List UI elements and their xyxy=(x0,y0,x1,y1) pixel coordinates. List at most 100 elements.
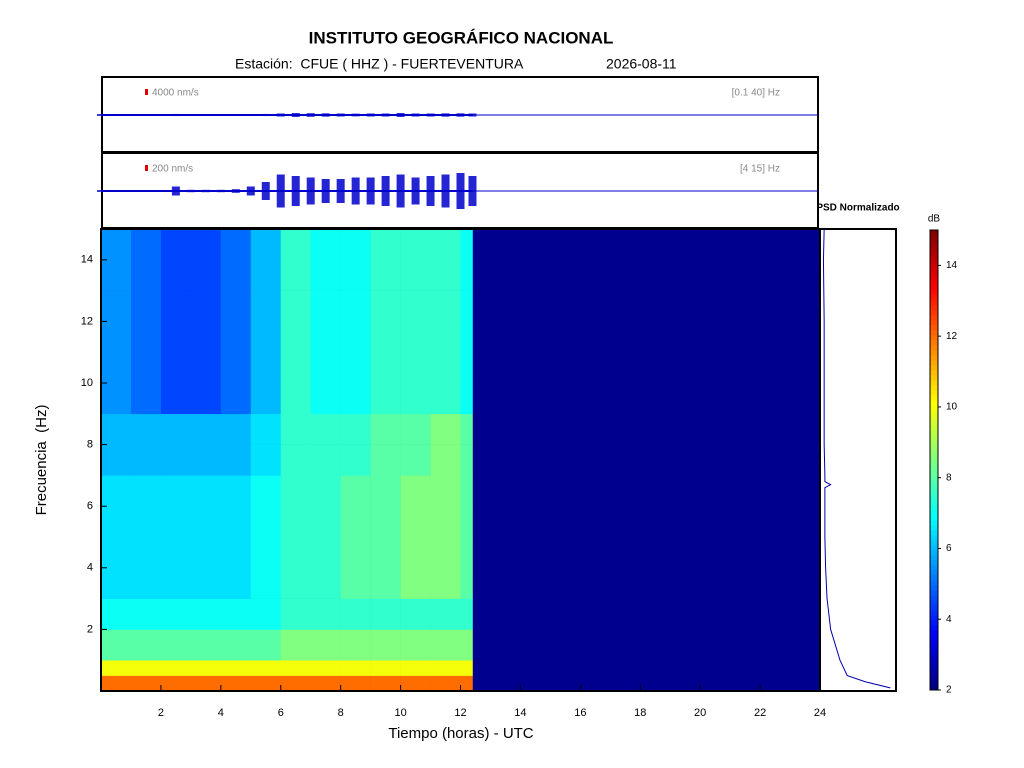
colorbar-step xyxy=(930,470,938,476)
x-tick-label: 16 xyxy=(574,707,586,719)
colorbar-step xyxy=(930,665,938,671)
colorbar-step xyxy=(930,620,938,626)
spectrogram-cell xyxy=(160,675,192,692)
y-tick-label: 12 xyxy=(81,315,93,327)
spectrogram-cell xyxy=(400,660,431,676)
spectrogram-cell xyxy=(280,413,312,445)
colorbar-step xyxy=(930,530,938,536)
spectrogram-cell xyxy=(160,629,192,661)
spectrogram-cell xyxy=(101,675,132,692)
spectrogram-cell xyxy=(310,675,341,692)
scale-label: 4000 nm/s xyxy=(152,88,199,99)
spectrogram-cell xyxy=(310,413,341,445)
spectrogram-cell xyxy=(400,413,431,445)
spectrogram-cell xyxy=(460,629,473,661)
spectrogram-cell xyxy=(220,321,252,353)
colorbar-step xyxy=(930,430,938,436)
colorbar-step xyxy=(930,360,938,366)
colorbar-step xyxy=(930,610,938,616)
colorbar-step xyxy=(930,575,938,581)
spectrogram-cell xyxy=(101,475,132,507)
colorbar-step xyxy=(930,390,938,396)
spectrogram-cell xyxy=(160,321,192,353)
colorbar-step xyxy=(930,320,938,326)
spectrogram-cell xyxy=(160,475,192,507)
spectrogram-cell xyxy=(250,567,282,599)
spectrogram-cell xyxy=(340,229,371,261)
spectrogram-cell xyxy=(130,598,162,630)
spectrogram-cell xyxy=(130,675,162,692)
colorbar-step xyxy=(930,275,938,281)
colorbar-step xyxy=(930,255,938,261)
spectrogram-cell xyxy=(130,259,162,291)
colorbar-step xyxy=(930,315,938,321)
spectrogram-cell xyxy=(310,352,341,384)
colorbar-step xyxy=(930,595,938,601)
spectrogram-cell xyxy=(160,444,192,476)
spectrogram-cell xyxy=(250,259,282,291)
colorbar-step xyxy=(930,550,938,556)
colorbar-step xyxy=(930,685,938,691)
colorbar-step xyxy=(930,510,938,516)
x-tick-label: 20 xyxy=(694,707,706,719)
chart-title: INSTITUTO GEOGRÁFICO NACIONAL xyxy=(309,28,614,47)
colorbar-step xyxy=(930,605,938,611)
spectrogram-cell xyxy=(370,660,401,676)
spectrogram-cell xyxy=(400,675,431,692)
spectrogram-cell xyxy=(400,598,431,630)
colorbar-step xyxy=(930,295,938,301)
colorbar-step xyxy=(930,515,938,521)
spectrogram-cell xyxy=(250,290,282,322)
spectrogram-cell xyxy=(130,352,162,384)
spectrogram-cell xyxy=(370,444,401,476)
colorbar-tick-label: 4 xyxy=(946,614,952,625)
colorbar-step xyxy=(930,585,938,591)
y-tick-label: 14 xyxy=(81,254,93,266)
spectrogram-cell xyxy=(130,475,162,507)
colorbar-step xyxy=(930,655,938,661)
spectrogram-cell xyxy=(160,660,192,676)
colorbar-step xyxy=(930,400,938,406)
spectrogram-cell xyxy=(220,413,252,445)
spectrogram-cell xyxy=(310,475,341,507)
colorbar-step xyxy=(930,410,938,416)
spectrogram-cell xyxy=(250,537,282,569)
spectrogram-cell xyxy=(190,475,222,507)
colorbar-step xyxy=(930,420,938,426)
spectrogram-cell xyxy=(460,413,473,445)
spectrogram-cell xyxy=(101,413,132,445)
spectrogram-cell xyxy=(460,383,473,415)
spectrogram-cell xyxy=(220,383,252,415)
spectrogram-cell xyxy=(220,537,252,569)
spectrogram-cell xyxy=(250,383,282,415)
spectrogram-cell xyxy=(280,290,312,322)
spectrogram-cell xyxy=(310,444,341,476)
colorbar-frame xyxy=(929,229,939,691)
spectrogram-cell xyxy=(130,413,162,445)
colorbar-step xyxy=(930,680,938,686)
spectrogram-cell xyxy=(340,629,371,661)
spectrogram-cell xyxy=(101,537,132,569)
colorbar-step xyxy=(930,635,938,641)
colorbar-step xyxy=(930,670,938,676)
y-tick-label: 4 xyxy=(87,562,93,574)
colorbar-step xyxy=(930,405,938,411)
spectrogram-cell xyxy=(130,567,162,599)
spectrogram-cell xyxy=(340,506,371,538)
spectrogram-cell xyxy=(370,290,401,322)
spectrogram-cell xyxy=(310,598,341,630)
spectrogram-cell xyxy=(460,660,473,676)
spectrogram-cell xyxy=(430,475,461,507)
spectrogram-cell xyxy=(160,229,192,261)
spectrogram-cell xyxy=(220,675,252,692)
colorbar-step xyxy=(930,520,938,526)
spectrogram-cell xyxy=(340,660,371,676)
colorbar-step xyxy=(930,645,938,651)
spectrogram-cell xyxy=(370,383,401,415)
date: 2026-08-11 xyxy=(606,56,677,72)
colorbar-step xyxy=(930,480,938,486)
colorbar-step xyxy=(930,310,938,316)
spectrogram-cell xyxy=(101,259,132,291)
colorbar-step xyxy=(930,555,938,561)
colorbar-step xyxy=(930,505,938,511)
